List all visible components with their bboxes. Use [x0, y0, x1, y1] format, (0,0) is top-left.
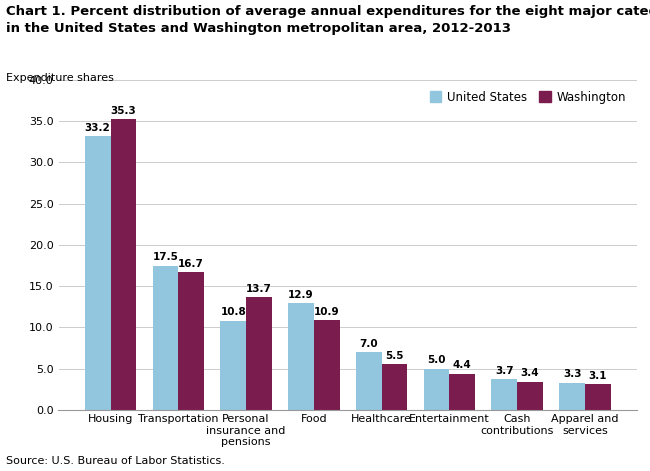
Text: 17.5: 17.5	[153, 252, 178, 262]
Bar	[449, 374, 475, 410]
Text: Source: U.S. Bureau of Labor Statistics.: Source: U.S. Bureau of Labor Statistics.	[6, 456, 226, 466]
Text: 33.2: 33.2	[84, 123, 110, 133]
Text: 3.1: 3.1	[589, 371, 607, 381]
Text: 10.8: 10.8	[220, 308, 246, 317]
Bar	[585, 384, 611, 410]
Text: 3.4: 3.4	[521, 368, 539, 379]
Bar	[111, 119, 136, 410]
Text: 4.4: 4.4	[453, 360, 472, 370]
Text: 3.3: 3.3	[563, 369, 581, 379]
Text: 10.9: 10.9	[314, 307, 339, 317]
Text: 5.5: 5.5	[385, 351, 404, 361]
Text: 16.7: 16.7	[178, 259, 204, 269]
Bar	[153, 266, 178, 410]
Text: 35.3: 35.3	[111, 106, 136, 115]
Legend: United States, Washington: United States, Washington	[425, 86, 631, 108]
Bar	[246, 297, 272, 410]
Text: 13.7: 13.7	[246, 284, 272, 293]
Bar	[288, 303, 314, 410]
Bar	[382, 365, 408, 410]
Bar	[356, 352, 382, 410]
Text: Expenditure shares: Expenditure shares	[6, 73, 114, 83]
Text: 3.7: 3.7	[495, 366, 514, 376]
Bar	[178, 272, 204, 410]
Text: 12.9: 12.9	[288, 290, 314, 300]
Text: 5.0: 5.0	[427, 355, 446, 365]
Bar	[314, 320, 339, 410]
Text: Chart 1. Percent distribution of average annual expenditures for the eight major: Chart 1. Percent distribution of average…	[6, 5, 650, 35]
Bar	[517, 382, 543, 410]
Bar	[424, 368, 449, 410]
Text: 7.0: 7.0	[359, 339, 378, 349]
Bar	[220, 321, 246, 410]
Bar	[491, 379, 517, 410]
Bar	[559, 382, 585, 410]
Bar	[84, 136, 110, 410]
